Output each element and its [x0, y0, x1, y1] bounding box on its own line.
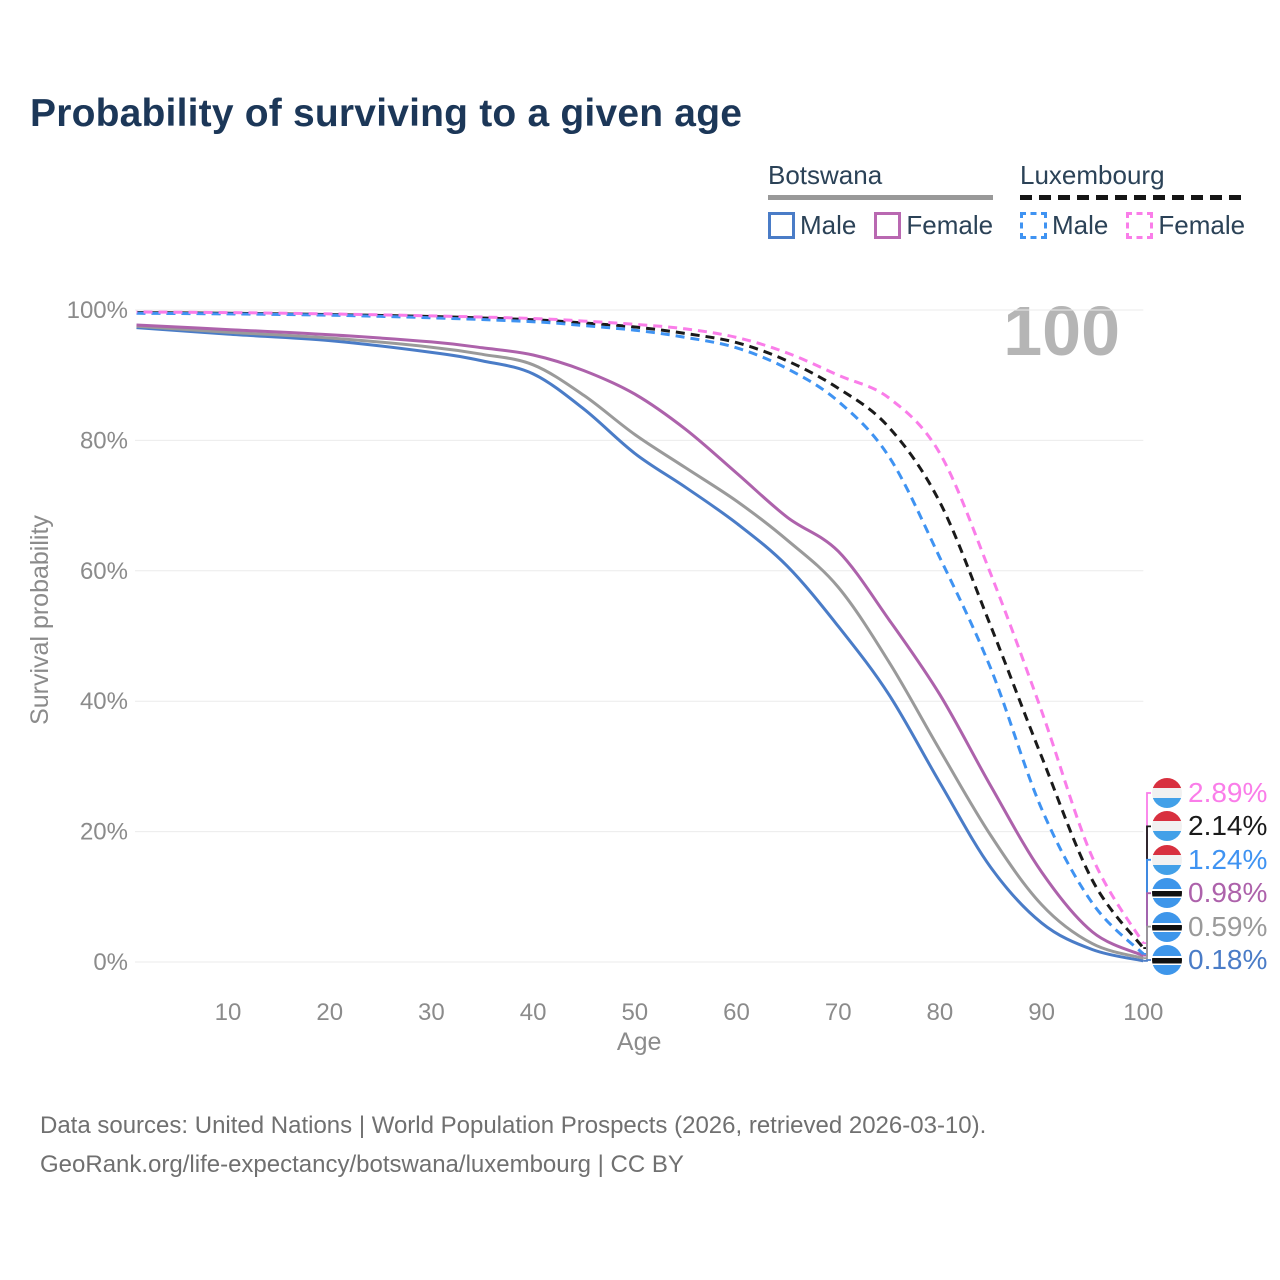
leader-line-botswana-female	[1143, 892, 1151, 957]
checkbox-icon-botswana-male[interactable]	[768, 212, 795, 239]
y-tick-label: 20%	[80, 819, 128, 846]
leader-line-botswana-both-sexes	[1143, 925, 1151, 960]
x-tick-label: 30	[418, 999, 445, 1026]
legend-group-luxembourg: Luxembourg Male Female	[1020, 160, 1246, 241]
end-label-luxembourg-male: 1.24%	[1152, 843, 1268, 875]
x-tick-label: 10	[215, 999, 242, 1026]
x-axis-title: Age	[617, 1028, 661, 1056]
checkbox-icon-luxembourg-female[interactable]	[1126, 212, 1154, 239]
curve-botswana-male	[136, 326, 1144, 963]
end-label-value: 0.18%	[1188, 944, 1268, 975]
legend-underline-solid	[768, 195, 994, 200]
checkbox-icon-luxembourg-male[interactable]	[1020, 212, 1047, 239]
curve-luxembourg-male	[136, 311, 1145, 955]
end-label-value: 0.59%	[1188, 910, 1268, 942]
luxembourg-flag-icon	[1152, 844, 1182, 875]
checkbox-icon-botswana-female[interactable]	[874, 212, 902, 239]
curve-botswana-both-sexes	[136, 324, 1144, 960]
end-label-value: 1.24%	[1188, 843, 1268, 875]
curve-luxembourg-both-sexes	[136, 311, 1145, 949]
legend-group-name: Botswana	[768, 160, 883, 190]
x-tick-label: 70	[825, 999, 852, 1026]
x-tick-label: 90	[1028, 999, 1055, 1026]
legend-group-name: Luxembourg	[1020, 160, 1165, 190]
end-label-botswana-both-sexes: 0.59%	[1152, 910, 1268, 942]
y-tick-label: 60%	[80, 558, 128, 585]
legend-label: Female	[906, 210, 994, 240]
footer-line-credit: GeoRank.org/life-expectancy/botswana/lux…	[40, 1151, 684, 1178]
footer: Data sources: United Nations | World Pop…	[40, 1106, 986, 1184]
leader-line-botswana-male	[1143, 959, 1151, 962]
legend-item-botswana-male[interactable]: Male	[768, 210, 856, 241]
legend-label: Male	[1052, 210, 1109, 240]
end-label-value: 2.89%	[1188, 777, 1268, 808]
y-tick-label: 40%	[80, 688, 128, 715]
legend-label: Female	[1158, 210, 1246, 240]
x-tick-label: 20	[316, 999, 343, 1026]
x-tick-label: 40	[520, 999, 547, 1026]
x-tick-label: 50	[621, 999, 648, 1026]
page-title: Probability of surviving to a given age	[30, 92, 743, 135]
botswana-flag-icon	[1152, 911, 1182, 942]
legend-label: Male	[800, 210, 857, 240]
end-label-luxembourg-female: 2.89%	[1152, 777, 1268, 808]
y-tick-label: 80%	[80, 427, 128, 454]
y-axis-title: Survival probability	[26, 515, 54, 725]
y-tick-label: 100%	[67, 297, 128, 324]
end-label-botswana-female: 0.98%	[1152, 877, 1268, 909]
end-label-value: 0.98%	[1188, 877, 1268, 909]
curve-luxembourg-female	[136, 310, 1145, 944]
end-label-value: 2.14%	[1188, 810, 1268, 842]
curve-botswana-female	[136, 323, 1144, 957]
x-tick-label: 100	[1123, 999, 1163, 1026]
legend-item-luxembourg-female[interactable]: Female	[1126, 210, 1245, 241]
end-label-luxembourg-both-sexes: 2.14%	[1152, 810, 1268, 842]
legend-group-botswana: Botswana Male Female	[768, 160, 994, 241]
legend-item-botswana-female[interactable]: Female	[874, 210, 993, 241]
end-label-botswana-male: 0.18%	[1152, 944, 1268, 975]
botswana-flag-icon	[1152, 878, 1182, 909]
y-tick-label: 0%	[93, 949, 128, 976]
x-tick-label: 60	[723, 999, 750, 1026]
botswana-flag-icon	[1152, 945, 1182, 975]
legend-underline-dashed	[1020, 195, 1246, 200]
luxembourg-flag-icon	[1152, 778, 1182, 808]
luxembourg-flag-icon	[1152, 811, 1182, 842]
footer-line-sources: Data sources: United Nations | World Pop…	[40, 1112, 987, 1139]
x-tick-label: 80	[927, 999, 954, 1026]
legend-item-luxembourg-male[interactable]: Male	[1020, 210, 1108, 241]
hovered-age-watermark: 100	[1003, 292, 1120, 370]
